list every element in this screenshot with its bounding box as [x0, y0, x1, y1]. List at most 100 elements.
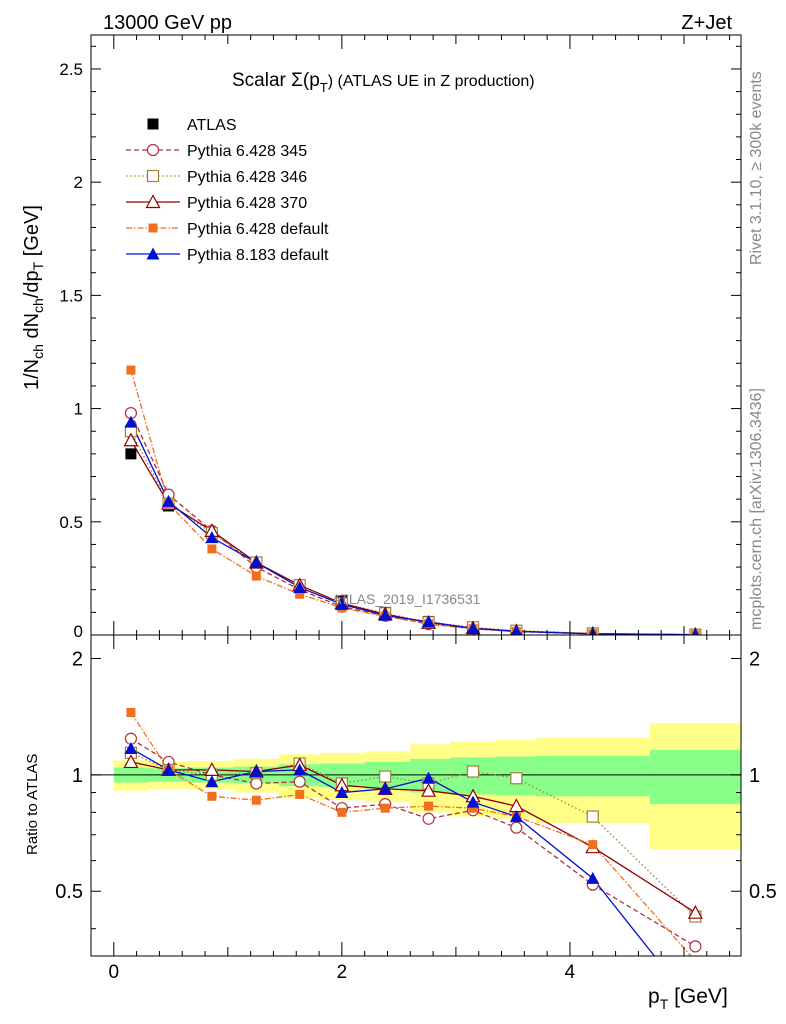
x-tick-label: 4	[565, 962, 576, 983]
main-panel: 0.5 1 1.5 2 2.5 0	[59, 34, 742, 641]
process-label: Z+Jet	[681, 12, 732, 34]
marker-triangle	[124, 741, 138, 754]
y-tick-label: 1.5	[59, 286, 83, 305]
marker-square	[691, 957, 700, 966]
ratio-y-tick-label: 0.5	[55, 881, 83, 903]
legend-label: ATLAS	[187, 117, 237, 134]
legend-label: Pythia 6.428 345	[187, 143, 307, 160]
ratio-y-tick-label-right: 1	[749, 765, 760, 787]
ratio-line	[130, 747, 656, 956]
marker-square	[588, 840, 598, 850]
marker-square	[148, 223, 158, 233]
marker-square	[126, 707, 136, 717]
marker-square-open	[146, 169, 160, 183]
marker-triangle	[509, 810, 523, 823]
y-tick-label: 2	[74, 173, 83, 192]
band-green-bin	[649, 749, 741, 805]
ratio-frame	[90, 634, 742, 957]
title-main: Scalar Σ(p	[232, 70, 320, 91]
ratio-y-tick-label: 2	[72, 648, 83, 670]
legend-label: Pythia 6.428 370	[187, 195, 307, 212]
ratio-panel: 0 2 4 0.5 0.5 1 1 2 2	[55, 634, 777, 983]
marker-square	[295, 589, 305, 599]
marker-triangle	[205, 531, 219, 544]
legend-label: Pythia 6.428 default	[187, 221, 329, 238]
marker-square	[251, 795, 261, 805]
ratio-line	[130, 761, 696, 914]
marker-square-open	[466, 765, 480, 778]
marker-triangle	[205, 775, 219, 788]
y-tick-label: 0.5	[59, 513, 83, 532]
x-tick-label: 2	[337, 962, 348, 983]
y-axis-label: 1/Nch dNch/dpT [GeV]	[21, 205, 46, 390]
marker-triangle	[335, 597, 349, 610]
marker-triangle	[510, 624, 522, 635]
marker-circle	[689, 940, 702, 953]
title-sub: T	[320, 80, 328, 95]
mcplots-label: mcplots.cern.ch [arXiv:1306.3436]	[748, 388, 765, 630]
marker-triangle-open	[123, 432, 139, 447]
marker-triangle-open	[687, 904, 703, 919]
ratio-line	[130, 752, 696, 918]
analysis-label: ATLAS_2019_I1736531	[332, 591, 481, 607]
marker-triangle-open	[145, 194, 161, 209]
marker-triangle-open	[421, 782, 437, 797]
marker-circle	[510, 821, 523, 834]
marker-square	[468, 803, 478, 813]
marker-square	[380, 803, 390, 813]
ratio-y-tick-label-right: 2	[749, 648, 760, 670]
marker-data	[125, 448, 137, 460]
ratio-y-axis-label: Ratio to ATLAS	[24, 754, 41, 855]
marker-square-open	[510, 772, 523, 785]
main-series	[123, 365, 702, 635]
legend-label: Pythia 8.183 default	[187, 247, 329, 264]
legend-label: Pythia 6.428 346	[187, 169, 307, 186]
y-tick-label-zero: 0	[74, 622, 83, 641]
marker-triangle	[249, 556, 263, 569]
marker-square-open	[379, 770, 392, 783]
marker-triangle	[466, 795, 480, 808]
marker-triangle	[466, 621, 480, 634]
marker-circle	[250, 777, 263, 790]
marker-circle	[146, 143, 160, 157]
title-rest: ) (ATLAS UE in Z production)	[328, 73, 535, 90]
chart-title: Scalar Σ(pT) (ATLAS UE in Z production)	[232, 70, 535, 95]
marker-triangle	[378, 782, 392, 795]
marker-triangle-open	[123, 754, 139, 769]
marker-square	[207, 544, 217, 554]
marker-triangle	[162, 494, 176, 507]
band-green-bin	[535, 755, 650, 797]
series-line	[130, 421, 696, 635]
marker-triangle	[422, 771, 436, 784]
marker-square-open	[586, 810, 599, 823]
marker-triangle	[249, 765, 263, 778]
ratio-line	[130, 712, 692, 956]
marker-square	[295, 789, 305, 799]
marker-triangle	[586, 871, 600, 884]
ratio-series	[123, 707, 703, 966]
y-tick-label: 1	[74, 400, 83, 419]
rivet-label: Rivet 3.1.10, ≥ 300k events	[748, 71, 765, 265]
marker-triangle	[162, 763, 176, 776]
marker-triangle	[378, 608, 392, 621]
marker-square	[207, 791, 217, 801]
marker-triangle	[335, 786, 349, 799]
marker-triangle	[146, 247, 160, 260]
ratio-y-tick-label: 1	[72, 765, 83, 787]
y-tick-label: 2.5	[59, 60, 83, 79]
marker-square	[126, 365, 136, 375]
marker-data	[147, 118, 159, 130]
marker-square	[337, 807, 347, 817]
energy-label: 13000 GeV pp	[103, 12, 232, 34]
marker-triangle	[124, 415, 138, 428]
series-line	[130, 412, 696, 635]
marker-square	[251, 571, 261, 581]
marker-triangle	[691, 628, 700, 635]
marker-circle	[422, 812, 435, 825]
marker-circle	[293, 775, 306, 788]
x-tick-label: 0	[109, 962, 120, 983]
marker-square	[424, 801, 434, 811]
ratio-y-tick-label-right: 0.5	[749, 881, 777, 903]
marker-triangle	[293, 763, 307, 776]
